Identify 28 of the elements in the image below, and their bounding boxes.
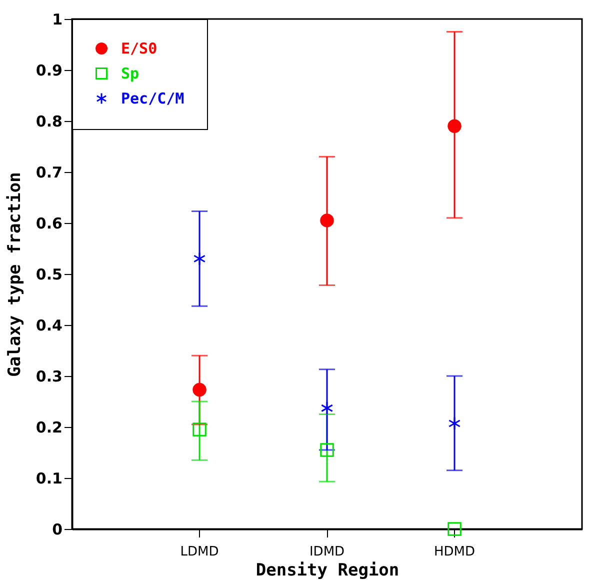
point	[320, 214, 334, 228]
x-tick-label: LDMD	[180, 544, 219, 560]
legend-label: E/S0	[121, 40, 158, 58]
point	[192, 422, 206, 436]
x-tick-label: HDMD	[434, 544, 476, 560]
y-tick-label: 0.3	[36, 368, 62, 386]
y-tick-label: 0.8	[36, 112, 62, 130]
y-axis-title: Galaxy type fraction	[4, 172, 25, 377]
y-tick-label: 0.6	[36, 214, 62, 232]
y-tick-label: 0.9	[36, 62, 62, 80]
y-tick-label: 1	[52, 10, 62, 28]
point	[320, 443, 334, 457]
x-axis-title: Density Region	[256, 560, 400, 580]
point	[448, 119, 462, 133]
x-tick-label: IDMD	[309, 544, 345, 560]
y-tick-label: 0.5	[36, 266, 62, 284]
point	[448, 522, 462, 536]
point	[192, 382, 206, 397]
point	[448, 416, 461, 430]
legend-label: Sp	[121, 64, 140, 82]
point	[193, 252, 206, 266]
y-tick-label: 0.2	[36, 418, 62, 436]
legend-label: Pec/C/M	[121, 90, 184, 108]
y-tick-label: 0.1	[36, 470, 62, 488]
y-tick-label: 0	[52, 520, 62, 538]
y-tick-label: 0.4	[36, 316, 62, 334]
y-tick-label: 0.7	[36, 164, 62, 182]
point	[320, 401, 334, 416]
